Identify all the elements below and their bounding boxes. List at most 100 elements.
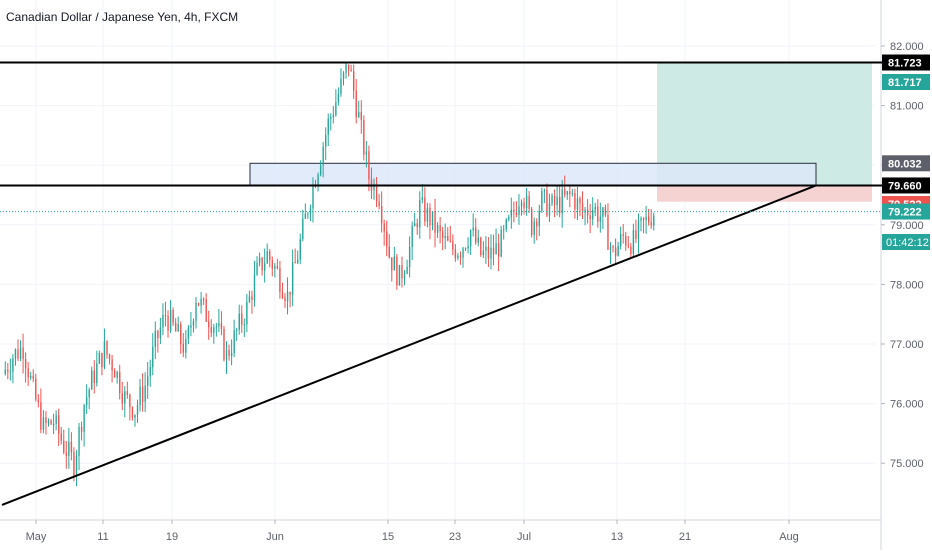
- candle-body-5: [17, 349, 19, 359]
- candle-body-123: [317, 174, 319, 187]
- candle-body-50: [131, 407, 134, 418]
- candle-body-52: [136, 405, 139, 415]
- candle-body-34: [91, 370, 93, 390]
- candle-body-229: [586, 209, 589, 216]
- candle-body-95: [246, 301, 248, 325]
- candle-body-64: [167, 315, 169, 331]
- candle-body-250: [640, 218, 642, 221]
- candle-body-231: [592, 209, 594, 220]
- candle-body-214: [548, 203, 551, 216]
- candle-body-182: [467, 246, 469, 249]
- candle-body-190: [487, 246, 490, 259]
- candle-body-211: [541, 190, 543, 211]
- candle-body-92: [238, 313, 240, 330]
- candle-body-241: [617, 245, 619, 256]
- candle-body-61: [159, 327, 162, 339]
- candle-body-13: [37, 399, 40, 403]
- candle-body-87: [225, 349, 228, 360]
- x-tick-label-2: 19: [166, 531, 178, 543]
- candle-body-173: [444, 235, 446, 239]
- candle-body-26: [70, 441, 73, 453]
- candle-body-135: [347, 64, 350, 70]
- candle-body-117: [302, 218, 304, 240]
- candle-body-169: [434, 211, 436, 233]
- candle-body-121: [312, 185, 314, 209]
- candle-body-31: [83, 405, 85, 432]
- candle-body-233: [597, 206, 599, 222]
- candle-body-15: [42, 417, 45, 430]
- x-tick-label-6: Jul: [517, 531, 531, 543]
- candle-body-149: [383, 223, 385, 232]
- candle-body-160: [411, 226, 413, 247]
- candle-body-98: [253, 274, 256, 300]
- candle-body-192: [492, 247, 495, 255]
- candle-body-100: [258, 257, 261, 263]
- candle-body-218: [558, 196, 561, 214]
- candle-body-198: [508, 216, 510, 220]
- candle-body-143: [368, 151, 370, 180]
- candle-body-80: [208, 321, 210, 328]
- candle-body-42: [111, 359, 113, 371]
- candle-body-139: [358, 112, 360, 118]
- candle-body-71: [185, 339, 187, 353]
- candle-body-151: [388, 246, 390, 258]
- candle-body-56: [147, 376, 149, 386]
- candle-body-148: [380, 205, 383, 224]
- countdown-badge: [882, 234, 930, 250]
- candle-body-74: [192, 320, 195, 326]
- resistance-zone: [249, 162, 817, 186]
- candle-body-248: [635, 230, 637, 239]
- candle-body-175: [449, 240, 452, 242]
- candle-body-234: [599, 216, 602, 222]
- x-tick-label-0: May: [26, 531, 47, 543]
- candle-body-161: [414, 223, 416, 227]
- candle-body-180: [462, 248, 464, 258]
- candle-body-189: [485, 246, 487, 251]
- price-badge-2: [882, 155, 930, 172]
- candle-body-76: [197, 303, 200, 306]
- candle-body-14: [40, 402, 42, 430]
- candle-body-174: [447, 235, 449, 241]
- candle-body-185: [475, 227, 477, 243]
- candle-body-2: [9, 371, 12, 373]
- candle-body-242: [619, 234, 622, 246]
- candle-body-112: [289, 291, 291, 295]
- candle-body-21: [58, 415, 60, 434]
- candle-body-28: [75, 455, 78, 476]
- candle-body-131: [337, 93, 340, 103]
- candle-body-159: [408, 246, 411, 268]
- candle-body-137: [352, 71, 355, 91]
- candle-body-118: [304, 213, 307, 219]
- candle-body-134: [345, 64, 347, 73]
- candle-body-141: [363, 119, 365, 155]
- candle-body-188: [482, 250, 485, 256]
- candle-body-253: [647, 216, 650, 223]
- candle-body-247: [632, 230, 635, 254]
- candle-body-226: [579, 198, 581, 204]
- candle-body-38: [101, 353, 103, 368]
- candle-body-140: [360, 112, 363, 120]
- candle-body-1: [7, 369, 9, 372]
- candle-body-183: [469, 230, 472, 247]
- candle-body-8: [24, 359, 27, 369]
- x-tick-label-5: 23: [449, 531, 461, 543]
- candle-body-244: [625, 235, 627, 246]
- price-badge-text-5: 79.222: [888, 207, 922, 219]
- y-tick-label-0: 82.000: [890, 41, 924, 53]
- candle-body-6: [19, 347, 22, 359]
- candle-body-232: [594, 206, 596, 210]
- candle-body-213: [546, 189, 548, 216]
- candle-body-197: [505, 219, 507, 230]
- candle-body-201: [515, 212, 518, 215]
- candle-body-181: [464, 248, 467, 250]
- candle-body-127: [327, 118, 329, 135]
- candle-body-23: [63, 440, 65, 453]
- candle-body-165: [424, 197, 426, 222]
- candle-body-75: [195, 303, 197, 321]
- candle-body-252: [645, 216, 647, 221]
- candle-body-43: [113, 370, 116, 378]
- price-badge-0: [882, 54, 930, 71]
- candle-body-27: [73, 452, 75, 476]
